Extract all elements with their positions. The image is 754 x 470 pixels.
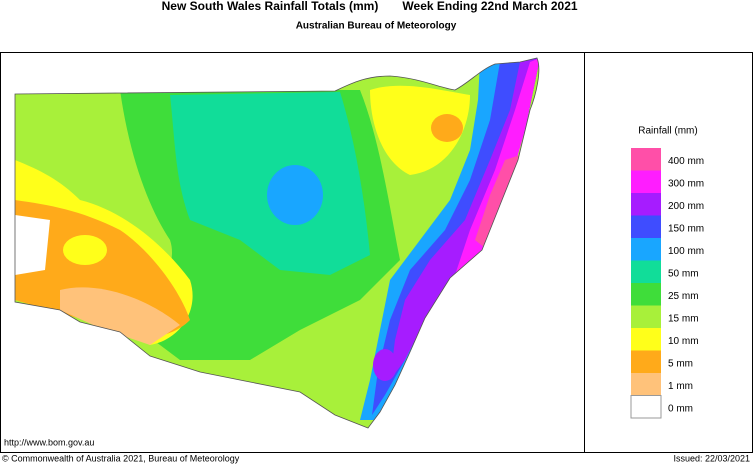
legend-swatch (631, 350, 661, 373)
legend-label: 400 mm (668, 156, 704, 167)
subtitle: Australian Bureau of Meteorology (296, 21, 457, 32)
legend-swatch (631, 170, 661, 193)
legend-swatch (631, 283, 661, 306)
legend-swatch (631, 193, 661, 216)
legend-label: 1 mm (668, 381, 693, 392)
footer-copyright: © Commonwealth of Australia 2021, Bureau… (2, 453, 240, 463)
legend-title: Rainfall (mm) (638, 126, 697, 137)
legend-swatch (631, 238, 661, 261)
legend-label: 0 mm (668, 403, 693, 414)
legend-label: 200 mm (668, 201, 704, 212)
legend-label: 100 mm (668, 246, 704, 257)
legend-swatch (631, 373, 661, 396)
legend-label: 5 mm (668, 358, 693, 369)
legend-frame (584, 52, 753, 453)
legend-swatch (631, 148, 661, 171)
footer-issued: Issued: 22/03/2021 (673, 453, 750, 463)
legend-label: 10 mm (668, 336, 699, 347)
legend-swatch (630, 395, 662, 419)
legend-swatch (631, 215, 661, 238)
footer-url: http://www.bom.gov.au (4, 437, 94, 447)
legend-label: 300 mm (668, 178, 704, 189)
title: New South Wales Rainfall Totals (mm) (162, 0, 379, 13)
legend-swatch (631, 328, 661, 351)
legend-label: 50 mm (668, 268, 699, 279)
legend-label: 25 mm (668, 291, 699, 302)
state-border (14, 57, 540, 429)
legend-swatch (631, 260, 661, 283)
legend-label: 15 mm (668, 313, 699, 324)
period: Week Ending 22nd March 2021 (402, 0, 577, 13)
legend-swatch (631, 305, 661, 328)
legend-label: 150 mm (668, 223, 704, 234)
legend: 400 mm 300 mm 200 mm 150 mm 100 mm 50 mm 25 mm… (630, 148, 704, 419)
